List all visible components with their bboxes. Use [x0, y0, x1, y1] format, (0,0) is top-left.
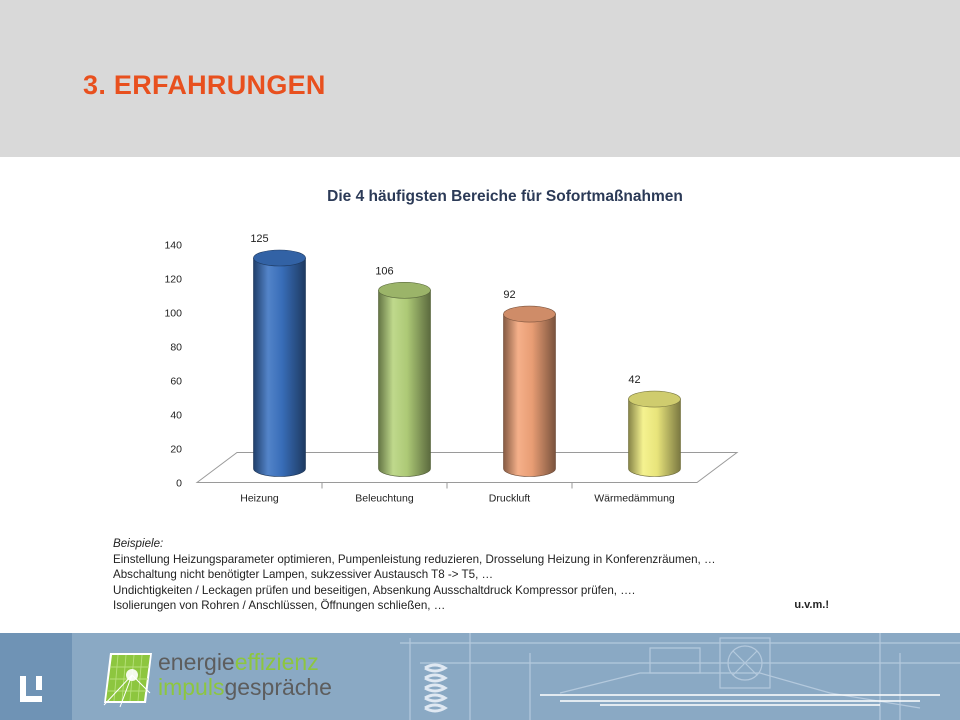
- bar-druckluft: [503, 305, 556, 477]
- bar-top: [253, 249, 306, 267]
- x-tick-label: Druckluft: [489, 493, 531, 505]
- y-tick-label: 100: [164, 308, 182, 320]
- y-tick-label: 80: [170, 342, 182, 354]
- example-line-daemmung: Isolierungen von Rohren / Anschlüssen, Ö…: [113, 598, 853, 614]
- building-technology-icon: [0, 633, 960, 720]
- bar-beleuchtung: [378, 282, 431, 477]
- example-line-heizung: Einstellung Heizungsparameter optimieren…: [113, 552, 716, 566]
- y-tick-label: 40: [170, 410, 182, 422]
- y-tick-label: 20: [170, 444, 182, 456]
- bar-wärmedämmung: [628, 390, 681, 477]
- y-tick-label: 60: [170, 376, 182, 388]
- closing-note: u.v.m.!: [794, 599, 829, 611]
- y-tick-label: 140: [164, 240, 182, 252]
- x-tick-label: Beleuchtung: [355, 493, 414, 505]
- data-label: 106: [375, 265, 393, 277]
- corporate-logo-icon: [20, 676, 42, 702]
- examples-block: Beispiele: Einstellung Heizungsparameter…: [113, 536, 853, 614]
- footer-band: energieeffizienz impulsgespräche: [0, 633, 960, 720]
- bar-top: [628, 390, 681, 408]
- example-line-druckluft: Undichtigkeiten / Leckagen prüfen und be…: [113, 583, 636, 597]
- bar-body: [253, 257, 306, 477]
- labels-layer: 125 106 92 42: [250, 233, 640, 386]
- bar-heizung: [253, 249, 306, 477]
- bar-body: [378, 290, 431, 477]
- examples-heading: Beispiele:: [113, 537, 164, 550]
- y-tick-label: 120: [164, 274, 182, 286]
- x-tick-label: Heizung: [240, 493, 279, 505]
- data-label: 42: [628, 374, 640, 386]
- axis-layer: 0 20 40 60 80 100 120 140 Heizung Beleuchtung Druc…: [164, 240, 739, 505]
- example-line-beleuchtung: Abschaltung nicht benötigter Lampen, suk…: [113, 568, 494, 581]
- header-band: 3. ERFAHRUNGEN: [0, 0, 960, 157]
- data-label: 92: [503, 289, 515, 301]
- bar-body: [503, 313, 556, 477]
- bar-top: [503, 305, 556, 323]
- bars-layer: [253, 249, 681, 477]
- data-label: 125: [250, 233, 268, 245]
- footer-wordmark: energieeffizienz impulsgespräche: [158, 650, 332, 700]
- bar-chart: Die 4 häufigsten Bereiche für Sofortmaßn…: [164, 188, 739, 505]
- example-line-daemmung-text: Isolierungen von Rohren / Anschlüssen, Ö…: [113, 599, 446, 612]
- wordmark-impuls: impuls: [158, 674, 225, 700]
- bar-top: [378, 282, 431, 299]
- wordmark-gespraeche: gespräche: [224, 674, 332, 700]
- solar-panel-icon: [103, 653, 152, 708]
- wordmark-effizienz: effizienz: [234, 649, 319, 675]
- chart-title: Die 4 häufigsten Bereiche für Sofortmaßn…: [327, 188, 683, 205]
- y-tick-label: 0: [176, 478, 182, 490]
- wordmark-energie: energie: [158, 649, 235, 675]
- bar-body: [628, 398, 681, 477]
- slide-title: 3. ERFAHRUNGEN: [83, 70, 326, 100]
- x-tick-label: Wärmedämmung: [594, 493, 675, 505]
